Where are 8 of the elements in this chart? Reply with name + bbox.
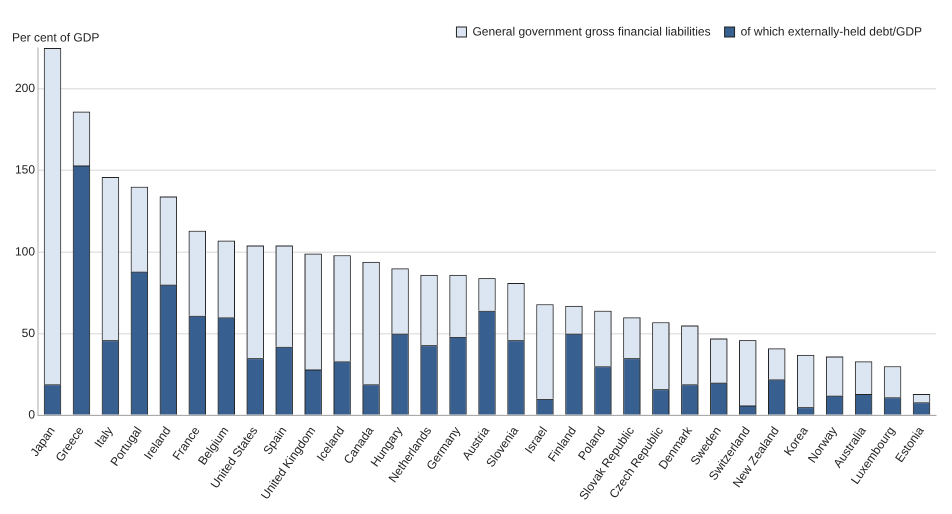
legend-label: of which externally-held debt/GDP <box>740 24 922 38</box>
y-tick-label: 150 <box>14 162 36 177</box>
y-tick-label: 50 <box>22 326 36 340</box>
y-tick-label: 0 <box>28 408 36 422</box>
legend-label: General government gross financial liabilities <box>472 24 711 38</box>
y-tick-label: 200 <box>14 81 36 96</box>
y-tick-label: 100 <box>14 244 36 258</box>
y-axis-title: Per cent of GDP <box>12 30 100 44</box>
